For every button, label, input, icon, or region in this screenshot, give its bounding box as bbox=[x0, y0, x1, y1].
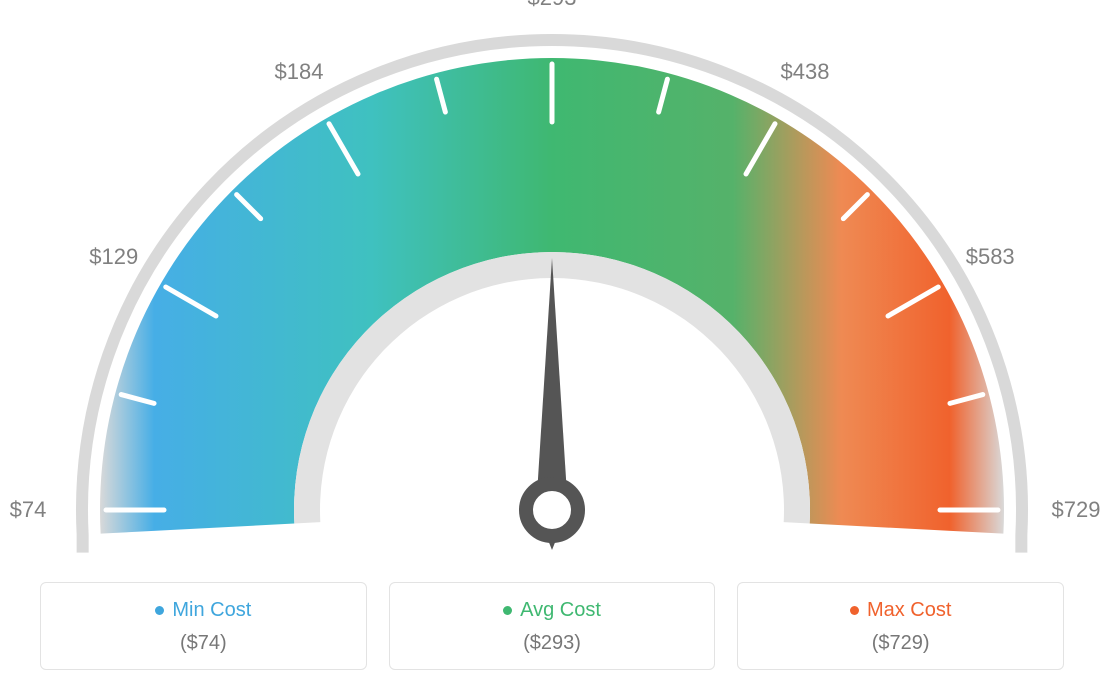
legend-dot-min bbox=[155, 606, 164, 615]
gauge-tick-label: $184 bbox=[275, 59, 324, 85]
legend-card-avg: Avg Cost ($293) bbox=[389, 582, 716, 670]
gauge-tick-label: $729 bbox=[1052, 497, 1101, 523]
gauge-tick-label: $293 bbox=[528, 0, 577, 11]
gauge: $74 $129 $184 $293 $438 $583 $729 bbox=[0, 0, 1104, 560]
legend-value-max: ($729) bbox=[748, 632, 1053, 655]
legend-value-avg: ($293) bbox=[400, 632, 705, 655]
gauge-tick-label: $129 bbox=[89, 244, 138, 270]
legend-title-avg: Avg Cost bbox=[503, 599, 601, 622]
legend-label-max: Max Cost bbox=[867, 599, 951, 622]
legend-dot-avg bbox=[503, 606, 512, 615]
legend-title-min: Min Cost bbox=[155, 599, 251, 622]
legend-title-max: Max Cost bbox=[850, 599, 951, 622]
legend-row: Min Cost ($74) Avg Cost ($293) Max Cost … bbox=[40, 582, 1064, 670]
legend-label-avg: Avg Cost bbox=[520, 599, 601, 622]
gauge-chart-container: $74 $129 $184 $293 $438 $583 $729 Min Cost ($7… bbox=[0, 0, 1104, 690]
gauge-svg bbox=[0, 0, 1104, 560]
gauge-tick-label: $583 bbox=[966, 244, 1015, 270]
gauge-tick-label: $74 bbox=[10, 497, 47, 523]
legend-dot-max bbox=[850, 606, 859, 615]
legend-value-min: ($74) bbox=[51, 632, 356, 655]
legend-card-max: Max Cost ($729) bbox=[737, 582, 1064, 670]
legend-card-min: Min Cost ($74) bbox=[40, 582, 367, 670]
gauge-tick-label: $438 bbox=[781, 59, 830, 85]
legend-label-min: Min Cost bbox=[172, 599, 251, 622]
